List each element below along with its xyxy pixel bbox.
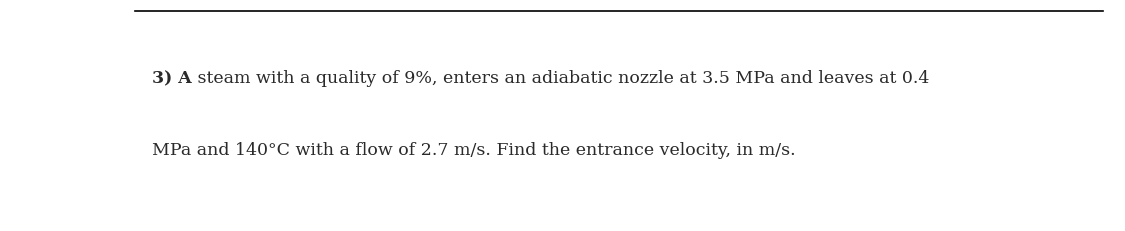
Text: MPa and 140°C with a flow of 2.7 m/s. Find the entrance velocity, in m/s.: MPa and 140°C with a flow of 2.7 m/s. Fi… [152,142,795,159]
Text: steam with a quality of 9%, enters an adiabatic nozzle at 3.5 MPa and leaves at : steam with a quality of 9%, enters an ad… [191,70,929,87]
Text: 3) A: 3) A [152,70,191,87]
